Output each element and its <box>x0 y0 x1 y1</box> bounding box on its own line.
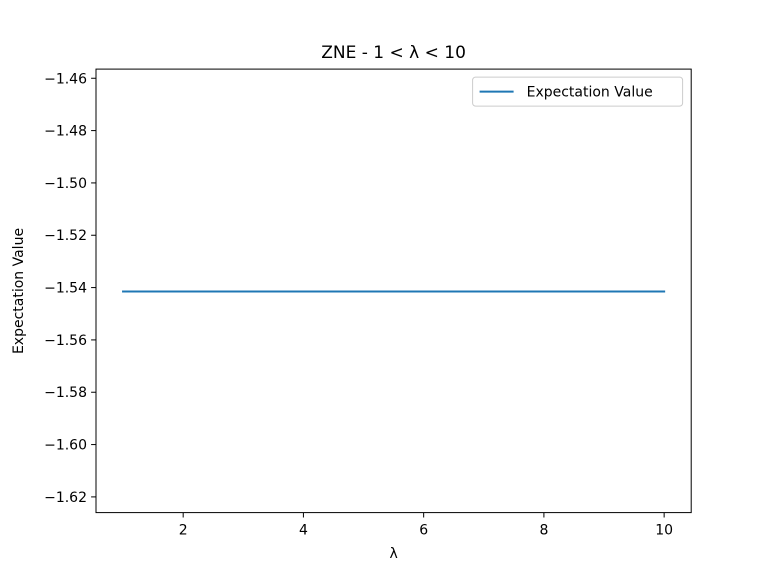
x-tick-label: 8 <box>539 523 548 539</box>
y-tick-label: −1.46 <box>44 71 87 87</box>
y-tick-label: −1.54 <box>44 281 87 297</box>
x-tick-label: 6 <box>419 523 428 539</box>
legend-label-0: Expectation Value <box>527 85 653 101</box>
y-tick-label: −1.50 <box>44 176 87 192</box>
y-tick-label: −1.62 <box>44 490 87 506</box>
axes-frame <box>95 68 692 514</box>
y-tick-label: −1.52 <box>44 228 87 244</box>
plot-area: 2 4 6 8 10 −1.46 −1.48 −1.50 −1.52 −1.54 −1.56 −1.5… <box>44 68 692 539</box>
y-tick-label: −1.56 <box>44 333 87 349</box>
y-tick-label: −1.60 <box>44 438 87 454</box>
x-tick-label: 4 <box>299 523 308 539</box>
legend-box <box>472 76 684 107</box>
x-axis-label: λ <box>389 546 397 562</box>
y-tick-label: −1.48 <box>44 124 87 140</box>
x-tick-label: 10 <box>655 523 673 539</box>
chart-title: ZNE - 1 < λ < 10 <box>321 43 466 63</box>
legend: Expectation Value <box>472 76 684 107</box>
y-tick-label: −1.58 <box>44 385 87 401</box>
y-axis-label: Expectation Value <box>11 228 27 354</box>
x-tick-label: 2 <box>179 523 188 539</box>
